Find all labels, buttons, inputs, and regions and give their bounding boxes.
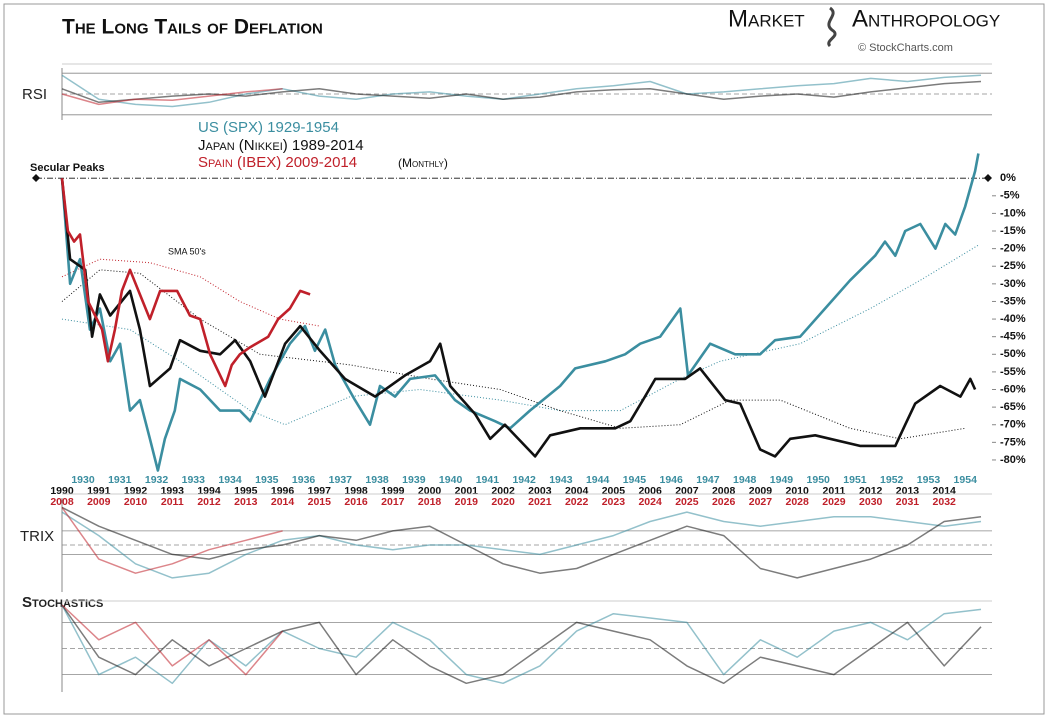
annotation: Secular Peaks <box>30 162 105 174</box>
x-tick-label: 1931 <box>108 474 132 486</box>
y-tick-label: -25% <box>1000 260 1026 272</box>
panel-title: Stochastics <box>22 594 103 611</box>
panel-title: RSI <box>22 86 47 103</box>
x-tick-label: 2023 <box>602 496 626 508</box>
x-tick-label: 2012 <box>197 496 221 508</box>
x-tick-label: 2024 <box>638 496 662 508</box>
y-tick-label: -70% <box>1000 419 1026 431</box>
x-tick-label: 1947 <box>696 474 720 486</box>
x-tick-label: 2031 <box>896 496 920 508</box>
indicator-line <box>61 88 283 106</box>
x-tick-label: 1942 <box>512 474 536 486</box>
y-tick-label: -80% <box>1000 454 1026 466</box>
x-tick-label: 1933 <box>182 474 206 486</box>
x-tick-label: 1946 <box>659 474 683 486</box>
brand-icon <box>827 6 837 48</box>
x-tick-label: 1949 <box>770 474 794 486</box>
y-tick-label: -5% <box>1000 190 1020 202</box>
y-tick-label: -35% <box>1000 295 1026 307</box>
x-tick-label: 2017 <box>381 496 405 508</box>
x-tick-label: 1935 <box>255 474 279 486</box>
indicator-line <box>61 511 982 579</box>
x-tick-label: 1932 <box>145 474 169 486</box>
x-tick-label: 2022 <box>565 496 589 508</box>
x-tick-label: 2011 <box>161 496 184 508</box>
y-tick-label: -20% <box>1000 243 1026 255</box>
indicator-line <box>61 604 982 685</box>
legend-note: (Monthly) <box>398 156 448 170</box>
x-tick-label: 1937 <box>329 474 353 486</box>
chart-title: The Long Tails of Deflation <box>62 16 323 39</box>
x-tick-label: 1940 <box>439 474 463 486</box>
x-tick-label: 1945 <box>623 474 647 486</box>
y-tick-label: -40% <box>1000 313 1026 325</box>
x-tick-label: 2032 <box>933 496 957 508</box>
marker <box>984 174 992 182</box>
y-tick-label: -10% <box>1000 207 1026 219</box>
x-tick-label: 1938 <box>365 474 389 486</box>
x-tick-label: 1943 <box>549 474 573 486</box>
series-line <box>60 153 980 472</box>
x-tick-label: 1930 <box>71 474 95 486</box>
indicator-line <box>61 604 982 685</box>
x-tick-label: 2021 <box>528 496 552 508</box>
y-tick-label: -50% <box>1000 348 1026 360</box>
x-tick-label: 1941 <box>476 474 500 486</box>
x-tick-label: 1936 <box>292 474 316 486</box>
y-tick-label: -75% <box>1000 436 1026 448</box>
y-tick-label: -65% <box>1000 401 1026 413</box>
x-tick-label: 1951 <box>843 474 867 486</box>
x-tick-label: 2013 <box>234 496 258 508</box>
x-tick-label: 2029 <box>822 496 846 508</box>
x-tick-label: 2028 <box>785 496 809 508</box>
brand: Anthropology <box>852 5 1000 32</box>
x-tick-label: 1944 <box>586 474 610 486</box>
x-tick-label: 2016 <box>344 496 368 508</box>
x-tick-label: 2019 <box>455 496 479 508</box>
x-tick-label: 2010 <box>124 496 148 508</box>
x-tick-label: 2025 <box>675 496 699 508</box>
legend-entry: Japan (Nikkei) 1989-2014 <box>198 137 364 154</box>
y-tick-label: -30% <box>1000 278 1026 290</box>
panel-title: TRIX <box>20 528 54 545</box>
y-tick-label: -45% <box>1000 331 1026 343</box>
x-tick-label: 2014 <box>271 496 295 508</box>
x-tick-label: 2015 <box>308 496 332 508</box>
legend-entry: Spain (IBEX) 2009-2014 <box>198 154 357 171</box>
x-tick-label: 2018 <box>418 496 442 508</box>
indicator-line <box>61 506 982 579</box>
indicator-line <box>61 604 284 676</box>
annotation: SMA 50's <box>168 246 206 256</box>
x-tick-label: 1934 <box>218 474 242 486</box>
indicator-line <box>61 74 982 108</box>
sma-line <box>61 269 966 440</box>
source: © StockCharts.com <box>858 42 953 54</box>
indicator-line <box>61 80 982 104</box>
frame <box>3 3 1045 715</box>
x-tick-label: 1939 <box>402 474 426 486</box>
x-tick-label: 2020 <box>491 496 515 508</box>
x-tick-label: 2026 <box>712 496 736 508</box>
y-tick-label: -15% <box>1000 225 1026 237</box>
x-tick-label: 1948 <box>733 474 757 486</box>
indicator-line <box>61 506 283 574</box>
brand: Market <box>728 5 805 32</box>
x-tick-label: 2027 <box>749 496 773 508</box>
series-line <box>60 178 311 388</box>
x-tick-label: 1952 <box>880 474 904 486</box>
x-tick-label: 2030 <box>859 496 883 508</box>
x-tick-label: 1954 <box>954 474 978 486</box>
x-tick-label: 2009 <box>87 496 111 508</box>
y-tick-label: -60% <box>1000 383 1026 395</box>
y-tick-label: -55% <box>1000 366 1026 378</box>
series-line <box>60 178 977 458</box>
y-tick-label: 0% <box>1000 172 1016 184</box>
legend-entry: US (SPX) 1929-1954 <box>198 119 339 136</box>
x-tick-label: 1953 <box>917 474 941 486</box>
x-tick-label: 1950 <box>807 474 831 486</box>
